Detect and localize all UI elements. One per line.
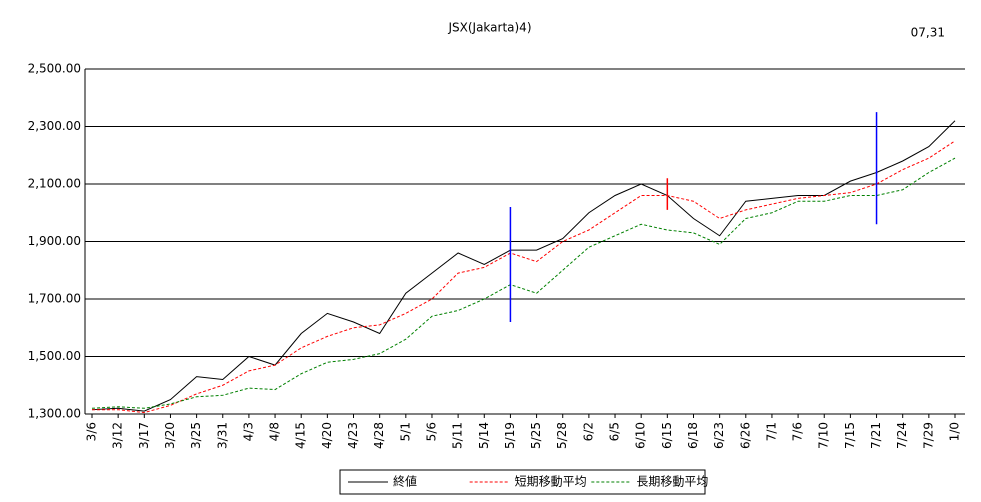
x-tick-label: 7/10 xyxy=(817,422,831,449)
x-tick-label: 3/12 xyxy=(111,422,125,449)
series-line xyxy=(91,157,956,409)
x-tick-label: 4/23 xyxy=(346,422,360,449)
x-tick-label: 1/0 xyxy=(948,422,962,441)
x-tick-label: 3/25 xyxy=(189,422,203,449)
x-tick-label: 4/15 xyxy=(294,422,308,449)
legend-label: 短期移動平均 xyxy=(515,475,587,489)
x-tick-label: 7/15 xyxy=(843,422,857,449)
legend-label: 長期移動平均 xyxy=(636,475,708,489)
x-tick-label: 5/6 xyxy=(424,422,438,441)
x-tick-label: 7/24 xyxy=(895,422,909,449)
legend-label: 終値 xyxy=(393,474,417,489)
x-tick-label: 5/14 xyxy=(477,422,491,449)
x-tick-label: 6/23 xyxy=(712,422,726,449)
x-tick-label: 6/15 xyxy=(660,422,674,449)
x-tick-label: 3/31 xyxy=(215,422,229,449)
x-tick-label: 3/20 xyxy=(163,422,177,449)
y-tick-label: 2,100.00 xyxy=(28,177,81,191)
x-tick-label: 6/2 xyxy=(581,422,595,441)
x-tick-label: 6/26 xyxy=(738,422,752,449)
y-tick-label: 2,500.00 xyxy=(28,62,81,76)
x-tick-label: 7/1 xyxy=(764,422,778,441)
x-tick-label: 6/10 xyxy=(634,422,648,449)
x-tick-label: 5/19 xyxy=(503,422,517,449)
x-tick-label: 7/21 xyxy=(869,422,883,449)
x-tick-label: 4/3 xyxy=(241,422,255,441)
x-tick-label: 4/20 xyxy=(320,422,334,449)
x-tick-label: 3/6 xyxy=(85,422,99,441)
series-line xyxy=(91,120,956,412)
x-tick-label: 7/6 xyxy=(791,422,805,441)
annotation: 07,31 xyxy=(911,26,945,40)
series-line xyxy=(92,140,956,414)
x-tick-label: 3/17 xyxy=(137,422,151,449)
x-tick-label: 6/5 xyxy=(608,422,622,441)
y-tick-label: 2,300.00 xyxy=(28,119,81,133)
chart-title: JSX(Jakarta)4) xyxy=(447,21,531,35)
legend-box xyxy=(339,469,706,495)
y-tick-label: 1,900.00 xyxy=(28,234,81,248)
x-tick-label: 6/18 xyxy=(686,422,700,449)
x-tick-label: 5/11 xyxy=(451,422,465,449)
x-tick-label: 5/25 xyxy=(529,422,543,449)
y-tick-label: 1,300.00 xyxy=(28,407,81,421)
x-tick-label: 4/28 xyxy=(372,422,386,449)
x-tick-label: 7/29 xyxy=(921,422,935,449)
y-tick-label: 1,500.00 xyxy=(28,349,81,363)
y-tick-label: 1,700.00 xyxy=(28,292,81,306)
x-tick-label: 5/1 xyxy=(398,422,412,441)
x-tick-label: 5/28 xyxy=(555,422,569,449)
x-tick-label: 4/8 xyxy=(268,422,282,441)
